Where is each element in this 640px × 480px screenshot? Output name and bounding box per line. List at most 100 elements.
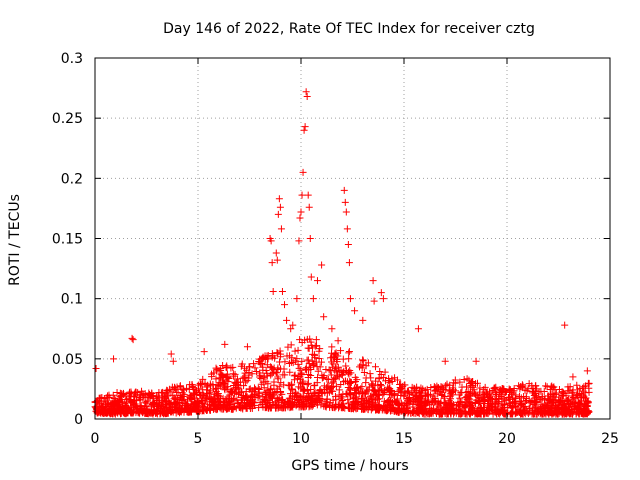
data-point — [214, 390, 222, 398]
data-point — [276, 203, 284, 211]
data-point — [228, 405, 236, 413]
data-point — [450, 379, 458, 387]
data-point — [306, 363, 314, 371]
data-point — [213, 367, 221, 375]
data-point — [342, 390, 350, 398]
data-point — [456, 378, 464, 386]
data-point — [461, 403, 469, 411]
data-point — [405, 396, 413, 404]
data-point — [226, 394, 234, 402]
data-point — [552, 389, 560, 397]
data-point — [381, 368, 389, 376]
data-point — [447, 410, 455, 418]
data-point — [394, 407, 402, 415]
data-point — [288, 386, 296, 394]
data-point — [149, 395, 157, 403]
x-tick-labels: 0 5 10 15 20 25 — [91, 431, 619, 447]
data-point — [345, 347, 353, 355]
data-point — [278, 287, 286, 295]
data-point — [365, 397, 373, 405]
data-point — [287, 400, 295, 408]
data-point — [435, 408, 443, 416]
data-point — [441, 357, 449, 365]
data-point — [354, 383, 362, 391]
data-point — [101, 405, 109, 413]
data-point — [120, 408, 128, 416]
data-point — [108, 399, 116, 407]
data-point — [291, 347, 299, 355]
data-point — [284, 381, 292, 389]
data-point — [403, 395, 411, 403]
data-point — [376, 381, 384, 389]
data-point — [574, 405, 582, 413]
data-point — [359, 390, 367, 398]
data-point — [428, 396, 436, 404]
data-point — [484, 399, 492, 407]
data-point — [213, 403, 221, 411]
data-point — [172, 399, 180, 407]
data-point — [162, 401, 170, 409]
data-point — [301, 365, 309, 373]
data-point — [360, 369, 368, 377]
data-point — [304, 366, 312, 374]
data-point — [375, 404, 383, 412]
data-point — [291, 371, 299, 379]
data-point — [515, 392, 523, 400]
data-point — [340, 186, 348, 194]
data-point — [537, 387, 545, 395]
data-point — [568, 389, 576, 397]
data-point — [351, 307, 359, 315]
data-point — [379, 295, 387, 303]
data-point — [531, 404, 539, 412]
data-point — [397, 392, 405, 400]
data-point — [322, 384, 330, 392]
data-point — [370, 403, 378, 411]
data-point — [386, 400, 394, 408]
data-point — [293, 295, 301, 303]
data-point — [111, 405, 119, 413]
data-point — [313, 363, 321, 371]
data-point — [261, 396, 269, 404]
data-point — [302, 88, 310, 96]
data-point — [375, 387, 383, 395]
data-point — [306, 235, 314, 242]
data-point — [248, 370, 256, 378]
data-point — [155, 388, 163, 396]
data-point — [584, 398, 592, 406]
data-point — [264, 380, 272, 388]
data-point — [442, 406, 450, 414]
data-point — [212, 401, 220, 409]
data-point — [401, 381, 409, 389]
data-point — [260, 373, 268, 381]
data-point — [288, 354, 296, 362]
data-point — [264, 355, 272, 363]
data-point — [466, 410, 474, 418]
data-point — [268, 259, 276, 267]
data-point — [311, 352, 319, 360]
data-point — [207, 395, 215, 403]
data-point — [283, 316, 291, 324]
data-point — [311, 342, 319, 350]
data-point — [535, 406, 543, 414]
data-point — [487, 394, 495, 402]
data-point — [342, 208, 350, 216]
data-point — [328, 363, 336, 371]
data-point — [350, 398, 358, 406]
data-point — [492, 400, 500, 408]
data-point — [427, 406, 435, 414]
data-point — [550, 383, 558, 391]
data-point — [580, 383, 588, 391]
data-point — [580, 393, 588, 401]
data-point — [170, 386, 178, 394]
data-point — [213, 384, 221, 392]
data-point — [369, 277, 377, 285]
x-tick-label: 15 — [395, 431, 413, 447]
data-point — [544, 392, 552, 400]
data-point — [318, 261, 326, 269]
data-point — [212, 385, 220, 393]
data-point — [405, 387, 413, 395]
data-point — [421, 392, 429, 400]
y-tick-label: 0.1 — [61, 292, 83, 308]
data-point — [105, 406, 113, 414]
data-point — [288, 380, 296, 388]
